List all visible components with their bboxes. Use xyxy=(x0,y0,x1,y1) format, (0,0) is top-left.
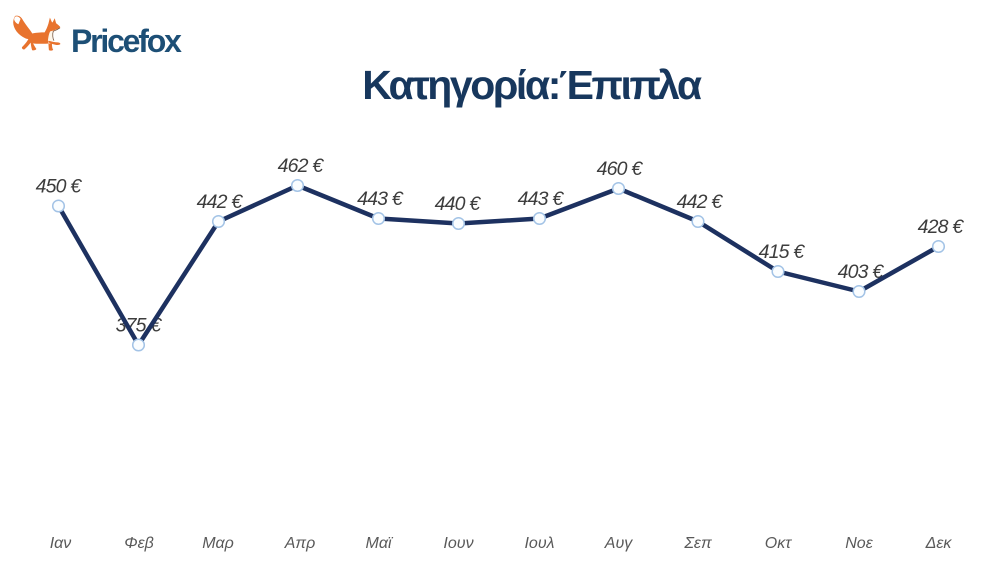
svg-text:Δεκ: Δεκ xyxy=(925,535,953,552)
svg-text:450 €: 450 € xyxy=(36,176,83,198)
svg-text:Φεβ: Φεβ xyxy=(124,535,154,552)
svg-text:415 €: 415 € xyxy=(759,241,806,263)
svg-text:Μαρ: Μαρ xyxy=(202,535,234,552)
svg-text:440 €: 440 € xyxy=(435,193,482,215)
svg-text:460 €: 460 € xyxy=(597,158,644,180)
svg-text:442 €: 442 € xyxy=(197,191,244,213)
svg-text:428 €: 428 € xyxy=(918,216,965,238)
svg-text:Αυγ: Αυγ xyxy=(604,535,633,552)
svg-text:Μαϊ: Μαϊ xyxy=(365,535,393,552)
svg-text:Νοε: Νοε xyxy=(845,535,873,552)
svg-text:Απρ: Απρ xyxy=(284,535,316,552)
svg-text:Ιουν: Ιουν xyxy=(443,535,473,552)
svg-text:462 €: 462 € xyxy=(278,155,325,177)
svg-text:Οκτ: Οκτ xyxy=(765,535,792,552)
svg-text:403 €: 403 € xyxy=(838,261,885,283)
svg-text:442 €: 442 € xyxy=(677,191,724,213)
svg-text:375 €: 375 € xyxy=(116,315,163,337)
svg-text:Σεπ: Σεπ xyxy=(683,535,712,552)
svg-text:Ιαν: Ιαν xyxy=(50,535,72,552)
svg-text:Ιουλ: Ιουλ xyxy=(524,535,554,552)
svg-text:443 €: 443 € xyxy=(518,188,565,210)
svg-text:443 €: 443 € xyxy=(357,188,404,210)
